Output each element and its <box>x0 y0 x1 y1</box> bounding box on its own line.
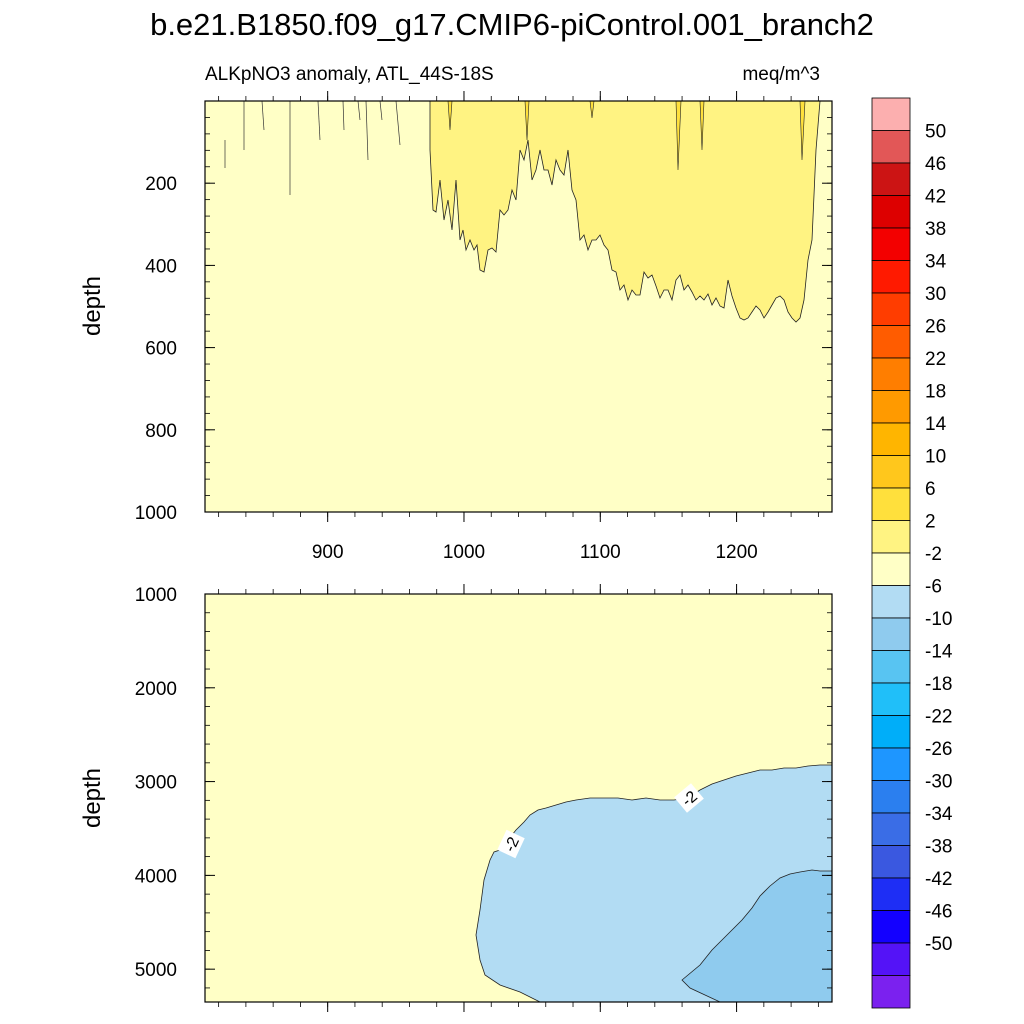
bottom-y-tick-label: 4000 <box>135 866 177 887</box>
colorbar-swatch <box>871 812 911 846</box>
bottom-y-tick-label: 3000 <box>135 773 177 794</box>
colorbar-swatch <box>871 877 911 911</box>
colorbar-label: 2 <box>925 512 936 533</box>
colorbar-swatch <box>871 715 911 749</box>
colorbar-label: -6 <box>925 577 942 598</box>
colorbar-swatch <box>871 325 911 359</box>
colorbar-label: 42 <box>925 187 946 208</box>
contour-label-2: -2 <box>674 783 704 813</box>
colorbar-label: 6 <box>925 479 936 500</box>
top-y-tick-label: 200 <box>145 174 177 195</box>
colorbar-swatch <box>871 357 911 391</box>
colorbar-swatch <box>871 422 911 456</box>
colorbar-swatch <box>871 130 911 164</box>
bottom-y-tick-label: 5000 <box>135 960 177 981</box>
colorbar-swatch <box>871 845 911 879</box>
colorbar-swatch <box>871 520 911 554</box>
colorbar-label: -10 <box>925 609 952 630</box>
colorbar-label: 22 <box>925 349 946 370</box>
top-anomaly-region-2-6 <box>429 100 821 323</box>
colorbar-label: -46 <box>925 902 952 923</box>
top-x-tick-label: 1200 <box>715 542 757 563</box>
colorbar: 50 46 42 38 34 30 26 22 18 14 10 6 2 -2 -6 -10 -14 -18 -22… <box>871 97 953 1009</box>
colorbar-swatch <box>871 780 911 814</box>
colorbar-label: 10 <box>925 447 946 468</box>
colorbar-label: -50 <box>925 934 952 955</box>
contour-label-1-text: -2 <box>502 835 523 855</box>
colorbar-swatch <box>871 747 911 781</box>
colorbar-swatch <box>871 552 911 586</box>
colorbar-label: -38 <box>925 837 952 858</box>
colorbar-swatch <box>871 97 911 131</box>
top-y-tick-label: 600 <box>145 339 177 360</box>
top-panel: ALKpNO3 anomaly, ATL_44S-18S meq/m^3 200… <box>79 64 833 563</box>
colorbar-swatch <box>871 910 911 944</box>
bottom-panel: -2 -2 1000 2000 3000 4000 5000 depth <box>79 584 833 1012</box>
contour-label-1: -2 <box>497 829 525 859</box>
top-y-tick-label: 400 <box>145 256 177 277</box>
bottom-y-tick-label: 2000 <box>135 679 177 700</box>
colorbar-label: 46 <box>925 154 946 175</box>
top-anomaly-strips-6-10 <box>447 100 806 171</box>
colorbar-label: 50 <box>925 122 946 143</box>
top-axes: 200 400 600 800 1000 900 1000 1100 1200 <box>135 91 832 563</box>
colorbar-label: 38 <box>925 219 946 240</box>
colorbar-swatch <box>871 292 911 326</box>
colorbar-swatch <box>871 390 911 424</box>
colorbar-swatch <box>871 227 911 261</box>
colorbar-swatch <box>871 487 911 521</box>
colorbar-label: 18 <box>925 382 946 403</box>
colorbar-label: -2 <box>925 544 942 565</box>
top-surface-spikes <box>224 100 401 195</box>
bottom-y-tick-label: 1000 <box>135 585 177 606</box>
colorbar-swatch <box>871 975 911 1009</box>
top-x-tick-label: 1100 <box>580 542 621 563</box>
top-x-tick-label: 1000 <box>443 542 485 563</box>
colorbar-label: -34 <box>925 804 953 825</box>
colorbar-label: -26 <box>925 739 952 760</box>
colorbar-swatch <box>871 455 911 489</box>
top-y-axis-label: depth <box>79 276 106 336</box>
colorbar-swatch <box>871 260 911 294</box>
top-subtitle-left: ALKpNO3 anomaly, ATL_44S-18S <box>205 64 494 85</box>
colorbar-label: -22 <box>925 707 952 728</box>
colorbar-label: 14 <box>925 414 947 435</box>
colorbar-label: 26 <box>925 317 946 338</box>
bottom-axes: 1000 2000 3000 4000 5000 <box>135 584 832 1012</box>
figure-title: b.e21.B1850.f09_g17.CMIP6-piControl.001_… <box>150 7 874 42</box>
colorbar-label: 34 <box>925 252 947 273</box>
top-x-tick-label: 900 <box>312 542 344 563</box>
colorbar-label: 30 <box>925 284 946 305</box>
top-y-tick-label: 800 <box>145 421 177 442</box>
colorbar-swatch <box>871 162 911 196</box>
colorbar-swatch <box>871 682 911 716</box>
colorbar-swatch <box>871 585 911 619</box>
colorbar-label: -14 <box>925 642 953 663</box>
bottom-y-axis-label: depth <box>79 768 106 828</box>
colorbar-swatch <box>871 617 911 651</box>
colorbar-swatch <box>871 942 911 976</box>
colorbar-label: -30 <box>925 772 952 793</box>
colorbar-label: -42 <box>925 869 952 890</box>
colorbar-swatch <box>871 650 911 684</box>
colorbar-swatch <box>871 195 911 229</box>
top-subtitle-right: meq/m^3 <box>742 64 820 85</box>
top-y-tick-label: 1000 <box>135 503 177 524</box>
colorbar-label: -18 <box>925 674 952 695</box>
